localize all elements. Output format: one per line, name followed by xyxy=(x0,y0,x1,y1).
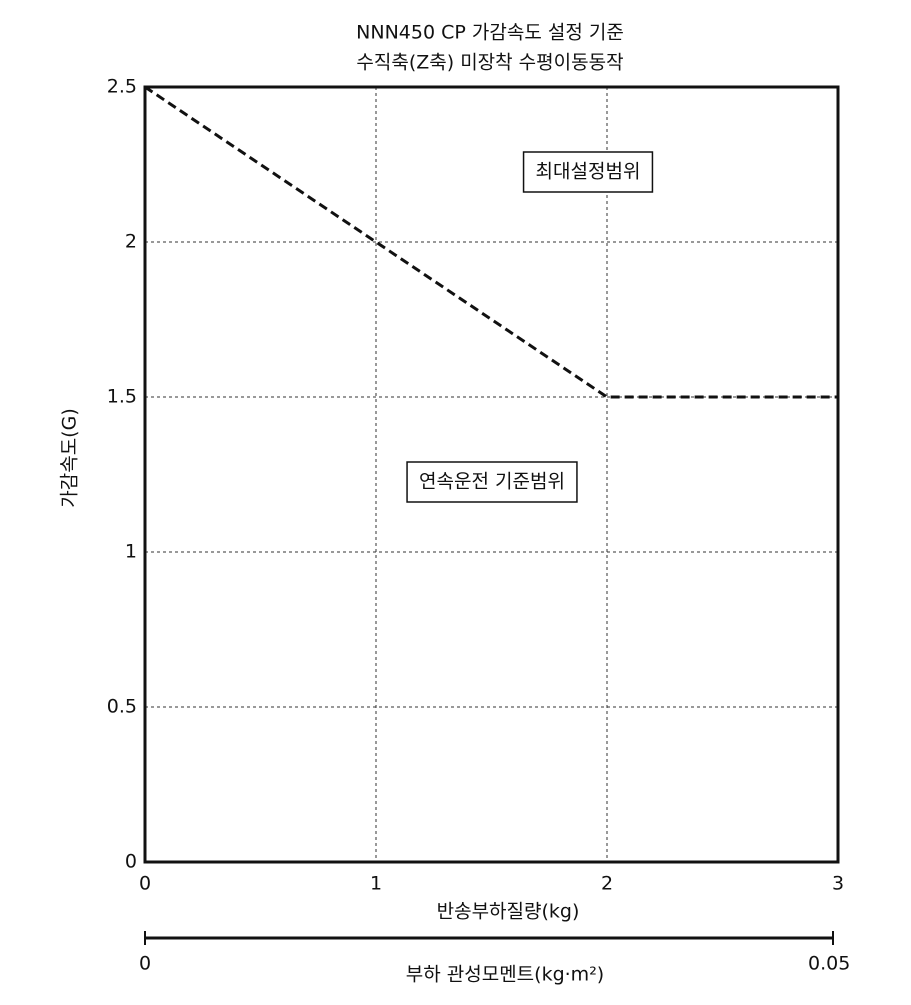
plot-frame xyxy=(143,85,840,864)
annotation: 연속운전 기준범위 xyxy=(419,471,565,493)
x-tick-label: 1 xyxy=(370,873,382,895)
annotation-box xyxy=(522,151,654,193)
chart-subtitle: 수직축(Z축) 미장착 수평이동동작 xyxy=(356,52,623,74)
x2-tick-label: 0.05 xyxy=(808,953,850,975)
y-tick-label: 0 xyxy=(125,851,137,873)
y-tick-label: 2 xyxy=(125,231,137,253)
chart-title: NNN450 CP 가감속도 설정 기준 xyxy=(356,22,624,44)
annotation: 최대설정범위 xyxy=(536,161,641,183)
x-tick-label: 2 xyxy=(601,873,613,895)
x-axis-label: 반송부하질량(kg) xyxy=(437,901,580,923)
y-tick-label: 1 xyxy=(125,541,137,563)
annotation-box xyxy=(406,461,578,503)
y-tick-label: 1.5 xyxy=(107,386,137,408)
x2-tick-label: 0 xyxy=(139,953,151,975)
x-tick-label: 3 xyxy=(832,873,844,895)
x2-axis-label: 부하 관성모멘트(kg·m²) xyxy=(406,964,604,986)
x-tick-label: 0 xyxy=(139,873,151,895)
y-axis-label: 가감속도(G) xyxy=(59,408,81,507)
y-tick-label: 2.5 xyxy=(107,76,137,98)
y-tick-label: 0.5 xyxy=(107,696,137,718)
